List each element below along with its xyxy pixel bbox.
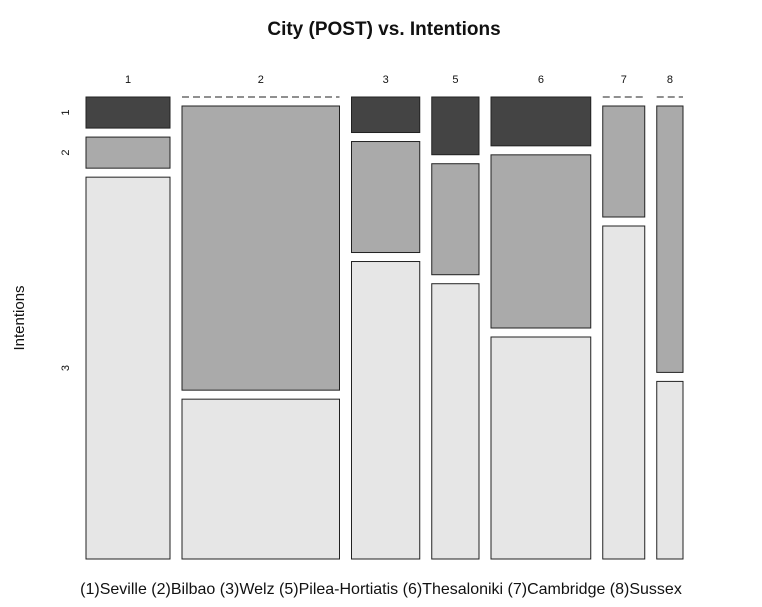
tile (656, 105, 684, 373)
tile (431, 96, 480, 156)
x-tick-label: 8 (667, 74, 673, 86)
x-tick-label: 3 (383, 74, 389, 86)
tile (602, 225, 646, 560)
tile (85, 136, 171, 169)
tile (431, 163, 480, 276)
y-tick-label: 3 (60, 365, 72, 371)
tile (85, 96, 171, 129)
tile (656, 380, 684, 560)
chart-title: City (POST) vs. Intentions (267, 19, 500, 40)
tile (351, 261, 421, 560)
tile (85, 176, 171, 560)
tile (431, 283, 480, 560)
x-tick-label: 2 (258, 74, 264, 86)
tile (181, 398, 340, 560)
caption: (1)Seville (2)Bilbao (3)Welz (5)Pilea-Ho… (80, 581, 682, 598)
x-tick-label: 6 (538, 74, 544, 86)
tile (490, 336, 592, 560)
y-tick-label: 1 (60, 109, 72, 115)
x-tick-label: 5 (452, 74, 458, 86)
tile (490, 154, 592, 329)
tile (351, 141, 421, 254)
tile (602, 105, 646, 218)
x-tick-label: 1 (125, 74, 131, 86)
y-tick-label: 2 (60, 150, 72, 156)
x-tick-label: 7 (621, 74, 627, 86)
y-axis-label: Intentions (11, 285, 28, 350)
tile (351, 96, 421, 134)
tile (490, 96, 592, 147)
tile (181, 105, 340, 391)
